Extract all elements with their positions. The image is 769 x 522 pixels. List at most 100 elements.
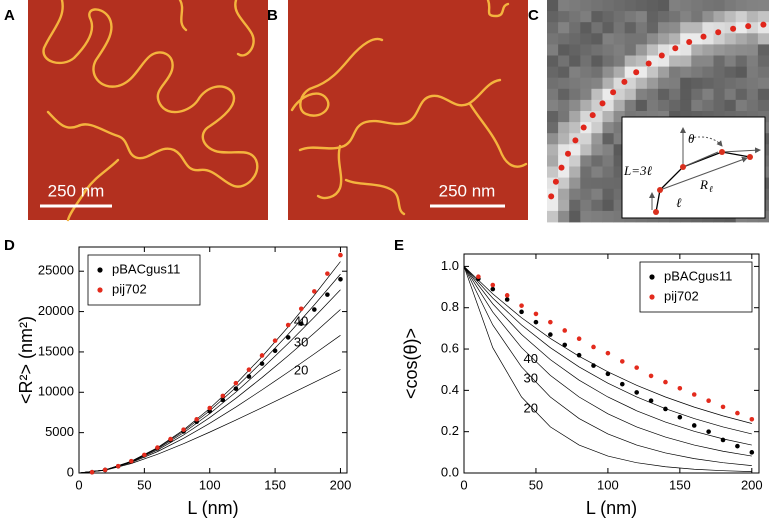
data-point [233,386,239,391]
x-tick-label: 200 [741,477,763,492]
panel-label: A [4,7,15,24]
x-tick-label: 200 [330,477,352,492]
data-point [605,350,611,356]
data-point [504,293,510,298]
y-tick-label: 20000 [38,303,74,318]
traced-points [548,21,767,200]
data-point [533,319,539,325]
data-point [298,321,304,326]
x-axis-label: L (nm) [187,498,238,518]
data-point [562,328,568,333]
data-point [181,427,186,432]
curve-label: 30 [294,334,308,349]
model-curve [463,266,752,435]
data-point [519,309,524,315]
y-tick-label: 10000 [38,384,74,399]
curve-label: 40 [524,351,538,366]
plot-frame [463,253,760,474]
inset-label: R [699,177,708,192]
data-point [312,289,317,294]
x-axis-label: L (nm) [586,498,637,518]
data-point [706,398,711,403]
data-point [490,286,496,292]
y-tick-label: 0 [67,464,74,479]
inset-label: ℓ [709,184,713,194]
data-point [619,381,625,387]
x-tick-label: 50 [529,477,543,492]
data-point [663,406,668,412]
legend-marker [649,274,655,280]
inset-label: L=3ℓ [623,163,653,178]
data-point [691,423,697,428]
x-tick-label: 0 [75,477,82,492]
y-tick-label: 0.4 [441,382,459,397]
y-tick-label: 0.8 [441,299,459,314]
data-point [548,332,553,337]
data-point [207,405,213,411]
panel-label: C [528,7,539,24]
y-tick-label: 0.0 [441,464,459,479]
chart: 0 50 100 150 200 0.0 0.2 0.4 0.6 0.8 1.0 L (nm) <cos… [401,253,763,518]
data-point [259,361,265,366]
data-point [490,282,496,288]
data-point [168,436,173,442]
data-point [677,385,683,391]
x-tick-label: 100 [597,477,619,492]
x-tick-label: 100 [199,477,221,492]
curve-label: 40 [294,313,308,328]
data-point [246,374,252,379]
data-point [102,467,108,473]
data-point [735,443,740,449]
y-tick-label: 25000 [38,263,74,278]
data-point [338,276,343,282]
data-point [155,445,160,450]
y-tick-label: 0.2 [441,423,459,438]
data-point [207,408,213,414]
data-point [548,319,553,325]
panel-label: B [267,7,278,24]
model-curve [463,266,752,466]
data-point [246,367,252,372]
y-tick-label: 1.0 [441,258,459,273]
y-tick-label: 5000 [45,424,74,439]
data-point [220,397,226,403]
data-point [285,335,291,340]
plot-frame [78,246,348,474]
afm-image-a [28,0,268,222]
data-point [194,417,199,422]
data-point [285,322,291,328]
legend-label: pBACgus11 [664,268,732,283]
data-point [720,404,726,410]
data-point [720,437,726,443]
data-point [504,297,510,302]
inset-diagram [621,116,766,219]
data-point [634,390,639,395]
y-axis-label: <R²> (nm²) [16,316,36,404]
data-point [259,353,265,358]
data-point [338,252,343,258]
data-point [272,338,278,343]
data-point [325,271,330,276]
y-tick-label: 15000 [38,343,74,358]
model-curve [78,369,341,474]
legend-box [639,261,753,313]
data-point [576,352,582,358]
data-point [562,342,568,348]
data-point [749,416,755,422]
data-point [298,306,304,312]
data-point [735,410,740,416]
data-point [591,344,596,350]
legend-label: pij702 [664,288,699,303]
chart: 0 50 100 150 200 0 5000 10000 15000 20000 25000 L (… [16,246,352,518]
legend-marker [649,294,655,300]
data-point [519,303,524,308]
data-point [115,463,121,469]
data-point [312,307,317,312]
data-point [233,380,239,386]
scale-bar-label: 250 nm [48,181,105,200]
legend-label: pij702 [112,281,147,296]
curve-label: 30 [524,370,538,385]
legend-marker [97,287,103,293]
